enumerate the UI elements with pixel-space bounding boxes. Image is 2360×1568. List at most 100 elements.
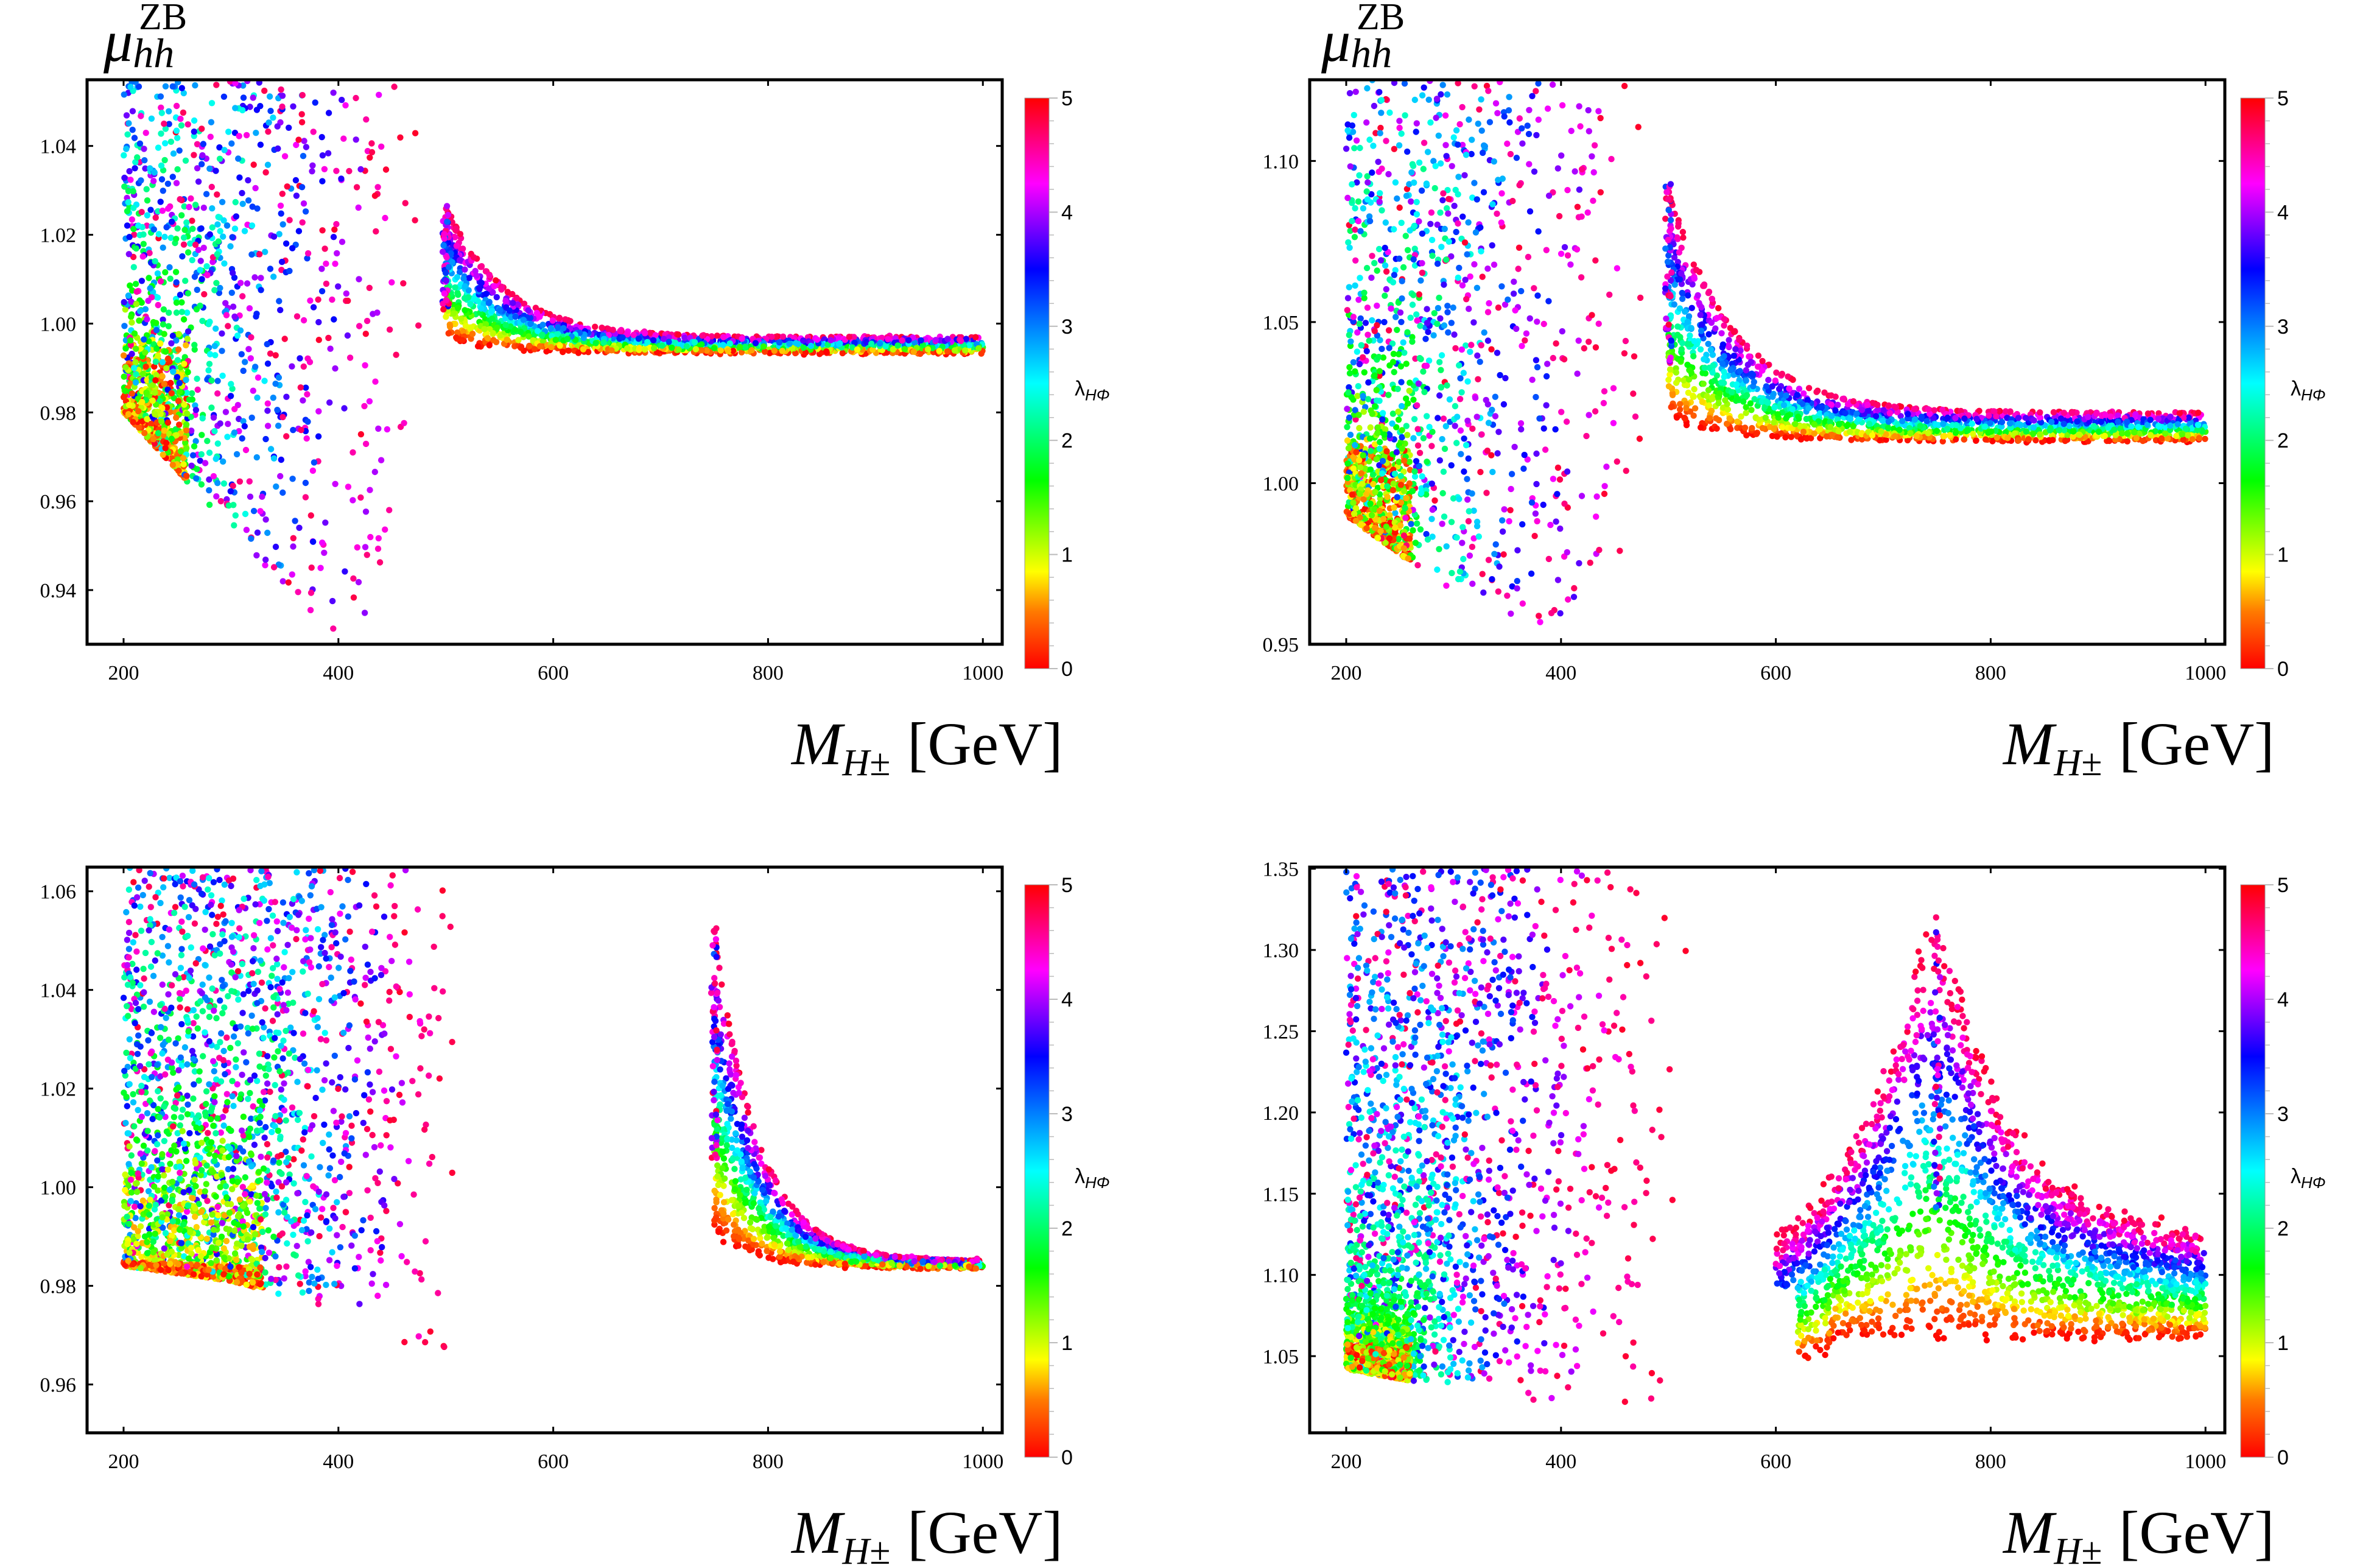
data-point <box>698 347 705 354</box>
data-point <box>1350 465 1357 472</box>
data-point <box>527 320 534 328</box>
data-point <box>160 244 166 251</box>
data-point <box>175 398 182 404</box>
data-point <box>155 352 161 359</box>
data-point <box>279 104 286 110</box>
data-point <box>1358 470 1364 477</box>
data-point <box>1463 152 1470 158</box>
data-point <box>138 177 144 184</box>
data-point <box>1403 494 1410 502</box>
data-point <box>1360 452 1366 459</box>
data-point <box>1423 362 1430 369</box>
data-point <box>246 478 253 485</box>
data-point <box>792 350 799 357</box>
data-point <box>1384 493 1391 501</box>
data-point <box>166 431 172 437</box>
data-point <box>1465 219 1472 226</box>
data-point <box>1421 84 1427 91</box>
data-point <box>182 440 189 446</box>
x-label-M: M <box>790 710 845 778</box>
data-point <box>525 333 532 340</box>
data-point <box>252 185 259 192</box>
data-point <box>191 346 198 353</box>
data-point <box>175 467 182 474</box>
colorbar-tick-label: 1 <box>1061 544 1073 567</box>
data-point <box>307 512 314 519</box>
data-point <box>1450 134 1457 141</box>
data-point <box>518 344 524 351</box>
data-point <box>813 336 821 343</box>
data-point <box>161 331 167 337</box>
data-point <box>183 421 190 428</box>
data-point <box>212 352 219 359</box>
data-point <box>1386 512 1393 519</box>
data-point <box>1459 540 1466 546</box>
data-point <box>139 370 147 378</box>
data-point <box>1355 297 1362 303</box>
data-point <box>1416 449 1424 456</box>
data-point <box>1531 285 1537 292</box>
data-point <box>1403 186 1411 192</box>
data-point <box>219 372 226 379</box>
data-point <box>128 298 135 305</box>
data-point <box>191 117 198 124</box>
data-point <box>1466 508 1472 515</box>
data-point <box>609 326 616 333</box>
data-point <box>367 487 373 493</box>
data-point <box>168 218 175 225</box>
data-point <box>1428 480 1435 487</box>
data-point <box>362 331 369 337</box>
data-point <box>1389 359 1397 365</box>
data-point <box>660 336 667 342</box>
data-point <box>191 273 198 280</box>
data-point <box>257 508 264 515</box>
data-point <box>1489 468 1496 476</box>
plot-frame <box>85 78 1004 646</box>
data-point <box>1352 257 1359 264</box>
data-point <box>374 309 381 316</box>
data-point <box>239 189 245 197</box>
data-point <box>302 494 309 501</box>
data-point <box>194 141 201 147</box>
data-point <box>164 355 172 362</box>
data-point <box>1350 318 1357 325</box>
data-point <box>186 203 192 211</box>
data-point <box>1417 323 1424 329</box>
data-point <box>177 388 183 395</box>
data-point <box>1456 264 1463 272</box>
data-point <box>1352 518 1360 524</box>
data-point <box>157 93 164 100</box>
data-point <box>1422 336 1429 342</box>
data-point <box>242 359 248 365</box>
data-point <box>1489 576 1495 583</box>
data-point <box>1533 480 1540 488</box>
data-point <box>292 518 298 524</box>
data-point <box>717 347 724 354</box>
data-point <box>1545 298 1552 304</box>
data-point <box>302 208 309 215</box>
data-point <box>1587 560 1593 566</box>
x-tick-label: 1000 <box>962 662 1003 684</box>
data-point <box>239 200 246 207</box>
data-point <box>373 228 379 235</box>
data-point <box>1449 163 1455 169</box>
data-point <box>1543 373 1550 380</box>
data-point <box>177 115 184 122</box>
data-point <box>1499 517 1506 524</box>
data-point <box>1525 253 1532 261</box>
data-point <box>1410 527 1416 534</box>
data-point <box>158 104 164 111</box>
data-point <box>1450 495 1457 502</box>
data-point <box>490 289 496 296</box>
data-point <box>197 267 203 273</box>
data-point <box>1501 301 1509 308</box>
data-point <box>261 378 268 384</box>
data-point <box>174 456 181 463</box>
data-point <box>302 479 309 487</box>
data-point <box>1344 406 1350 412</box>
data-point <box>1381 431 1388 438</box>
data-point <box>1362 320 1369 326</box>
data-point <box>1396 255 1403 262</box>
data-point <box>1363 491 1370 497</box>
data-point <box>526 342 533 350</box>
